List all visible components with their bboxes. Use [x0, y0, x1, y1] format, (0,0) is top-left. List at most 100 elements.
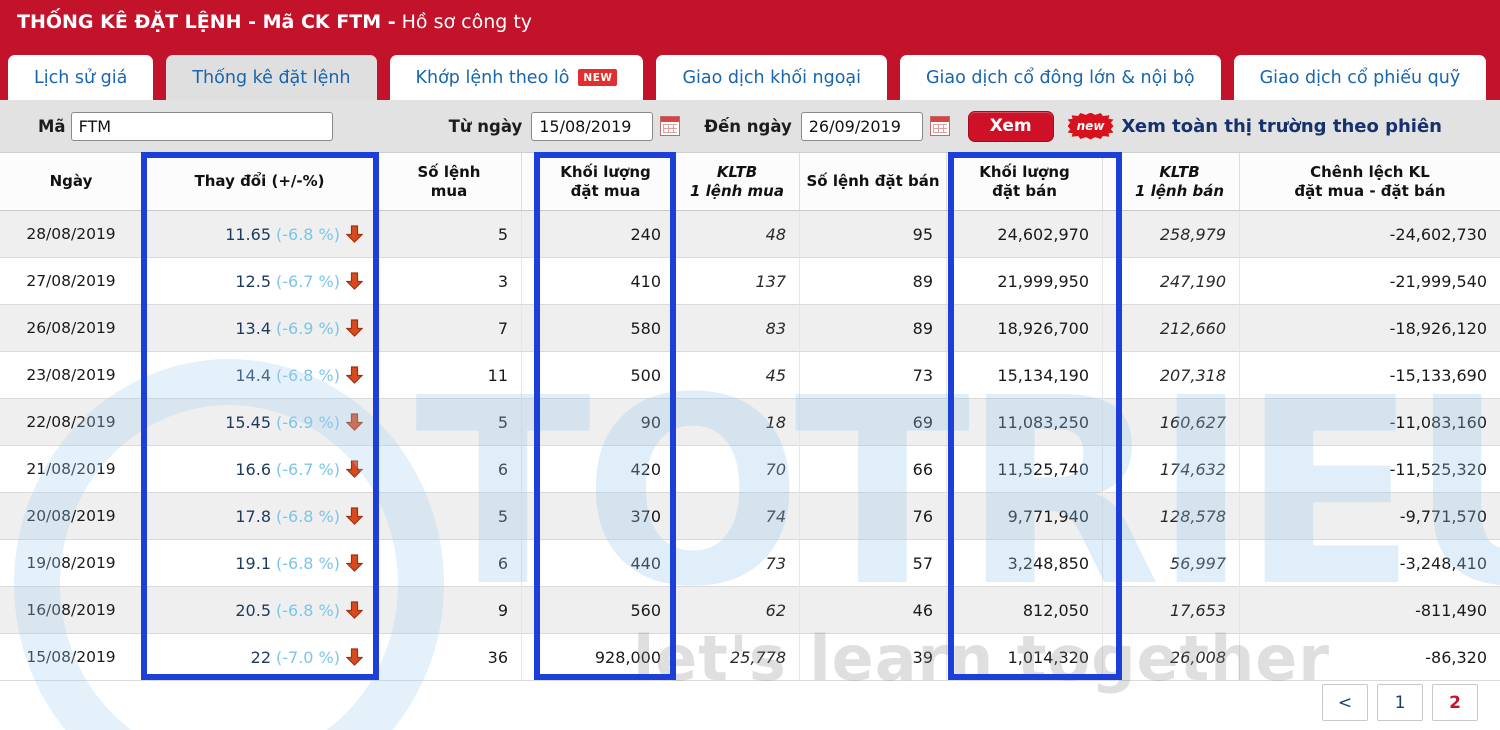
cell-change: 15.45 (-6.9 %): [143, 399, 377, 446]
price-value: 14.4: [235, 365, 271, 385]
column-header: Thay đổi (+/-%): [143, 153, 377, 210]
cell-avg-sell: 128,578: [1120, 493, 1240, 540]
down-arrow-icon: [346, 225, 363, 243]
cell-change: 17.8 (-6.8 %): [143, 493, 377, 540]
down-arrow-icon: [346, 272, 363, 290]
cell-diff: -21,999,540: [1240, 258, 1500, 305]
table-body: 28/08/2019 11.65 (-6.8 %) 5 240 48 95 24,602,97…: [0, 211, 1500, 681]
cell-avg-buy: 45: [675, 352, 800, 399]
cell-change: 12.5 (-6.7 %): [143, 258, 377, 305]
cell-spacer: [1103, 540, 1120, 587]
cell-spacer: [1103, 587, 1120, 634]
price-value: 12.5: [235, 271, 271, 291]
cell-sell-orders: 46: [800, 587, 947, 634]
cell-buy-volume: 500: [537, 352, 675, 399]
table-row: 27/08/2019 12.5 (-6.7 %) 3 410 137 89 21,999,95…: [0, 258, 1500, 305]
pagination-page-2[interactable]: 2: [1432, 684, 1478, 721]
market-link-wrap[interactable]: new Xem toàn thị trường theo phiên: [1067, 112, 1442, 140]
tab-label: Thống kê đặt lệnh: [192, 67, 351, 88]
price-value: 19.1: [235, 553, 271, 573]
view-button[interactable]: Xem: [967, 110, 1054, 142]
pagination: < 1 2: [1322, 684, 1478, 721]
pagination-page-1[interactable]: 1: [1377, 684, 1423, 721]
price-value: 11.65: [225, 224, 271, 244]
cell-date: 19/08/2019: [0, 540, 143, 587]
tab-bar: Lịch sử giá Thống kê đặt lệnh Khớp lệnh …: [0, 44, 1500, 100]
cell-avg-sell: 160,627: [1120, 399, 1240, 446]
to-date-input[interactable]: [800, 111, 923, 141]
down-arrow-icon: [346, 554, 363, 572]
table-row: 20/08/2019 17.8 (-6.8 %) 5 370 74 76 9,771,940 1…: [0, 493, 1500, 540]
cell-buy-orders: 5: [377, 211, 522, 258]
cell-spacer: [1103, 399, 1120, 446]
table-header-row: Ngày Thay đổi (+/-%) Số lệnh mua Khối lượng đ…: [0, 152, 1500, 211]
cell-change: 11.65 (-6.8 %): [143, 211, 377, 258]
cell-sell-orders: 66: [800, 446, 947, 493]
cell-buy-orders: 3: [377, 258, 522, 305]
cell-avg-sell: 258,979: [1120, 211, 1240, 258]
cell-spacer: [1103, 305, 1120, 352]
down-arrow-icon: [346, 460, 363, 478]
tab-label: Khớp lệnh theo lô: [415, 67, 570, 88]
filter-bar: Mã Từ ngày Đến ngày Xem new Xem toàn thị…: [0, 100, 1500, 152]
cell-avg-sell: 56,997: [1120, 540, 1240, 587]
cell-diff: -24,602,730: [1240, 211, 1500, 258]
cell-avg-buy: 25,778: [675, 634, 800, 681]
table-row: 15/08/2019 22 (-7.0 %) 36 928,000 25,778 39 1,0…: [0, 634, 1500, 681]
cell-diff: -11,083,160: [1240, 399, 1500, 446]
order-statistics-table: Ngày Thay đổi (+/-%) Số lệnh mua Khối lượng đ…: [0, 152, 1500, 730]
cell-avg-buy: 18: [675, 399, 800, 446]
cell-buy-orders: 9: [377, 587, 522, 634]
percent-change: (-6.7 %): [276, 459, 340, 479]
cell-sell-orders: 69: [800, 399, 947, 446]
cell-sell-volume: 11,083,250: [947, 399, 1103, 446]
cell-avg-sell: 247,190: [1120, 258, 1240, 305]
stock-code-input[interactable]: [70, 111, 333, 141]
tab-giao-dich-co-phieu-quy[interactable]: Giao dịch cổ phiếu quỹ: [1233, 55, 1487, 100]
new-starburst-icon: new: [1067, 112, 1114, 140]
market-session-link: Xem toàn thị trường theo phiên: [1121, 115, 1442, 137]
cell-buy-orders: 6: [377, 540, 522, 587]
pagination-prev-button[interactable]: <: [1322, 684, 1368, 721]
cell-sell-volume: 9,771,940: [947, 493, 1103, 540]
tab-thong-ke-dat-lenh[interactable]: Thống kê đặt lệnh: [166, 55, 377, 100]
cell-diff: -15,133,690: [1240, 352, 1500, 399]
cell-spacer: [1103, 258, 1120, 305]
calendar-icon[interactable]: [660, 116, 681, 136]
cell-sell-orders: 57: [800, 540, 947, 587]
tab-giao-dich-co-dong-lon[interactable]: Giao dịch cổ đông lớn & nội bộ: [899, 55, 1221, 100]
cell-date: 21/08/2019: [0, 446, 143, 493]
cell-diff: -811,490: [1240, 587, 1500, 634]
price-value: 20.5: [235, 600, 271, 620]
cell-change: 16.6 (-6.7 %): [143, 446, 377, 493]
cell-sell-orders: 89: [800, 258, 947, 305]
cell-sell-orders: 39: [800, 634, 947, 681]
tab-lich-su-gia[interactable]: Lịch sử giá: [8, 55, 154, 100]
cell-diff: -9,771,570: [1240, 493, 1500, 540]
column-header: Ngày: [0, 153, 143, 210]
cell-buy-volume: 240: [537, 211, 675, 258]
cell-sell-orders: 89: [800, 305, 947, 352]
cell-sell-volume: 11,525,740: [947, 446, 1103, 493]
cell-buy-volume: 410: [537, 258, 675, 305]
page-title: THỐNG KÊ ĐẶT LỆNH - Mã CK FTM -: [17, 11, 396, 33]
tab-khop-lenh-theo-lo[interactable]: Khớp lệnh theo lô NEW: [389, 55, 644, 100]
column-header: Khối lượng đặt bán: [947, 153, 1103, 210]
cell-diff: -3,248,410: [1240, 540, 1500, 587]
cell-sell-volume: 15,134,190: [947, 352, 1103, 399]
cell-change: 13.4 (-6.9 %): [143, 305, 377, 352]
from-date-input[interactable]: [531, 111, 654, 141]
cell-date: 20/08/2019: [0, 493, 143, 540]
cell-sell-volume: 18,926,700: [947, 305, 1103, 352]
cell-buy-orders: 36: [377, 634, 522, 681]
cell-spacer: [522, 258, 537, 305]
cell-avg-sell: 17,653: [1120, 587, 1240, 634]
cell-sell-volume: 21,999,950: [947, 258, 1103, 305]
calendar-icon[interactable]: [929, 116, 950, 136]
cell-spacer: [522, 399, 537, 446]
tab-giao-dich-khoi-ngoai[interactable]: Giao dịch khối ngoại: [656, 55, 887, 100]
column-header: Chênh lệch KL đặt mua - đặt bán: [1294, 162, 1446, 200]
cell-spacer: [1103, 634, 1120, 681]
cell-sell-volume: 812,050: [947, 587, 1103, 634]
cell-spacer: [522, 493, 537, 540]
